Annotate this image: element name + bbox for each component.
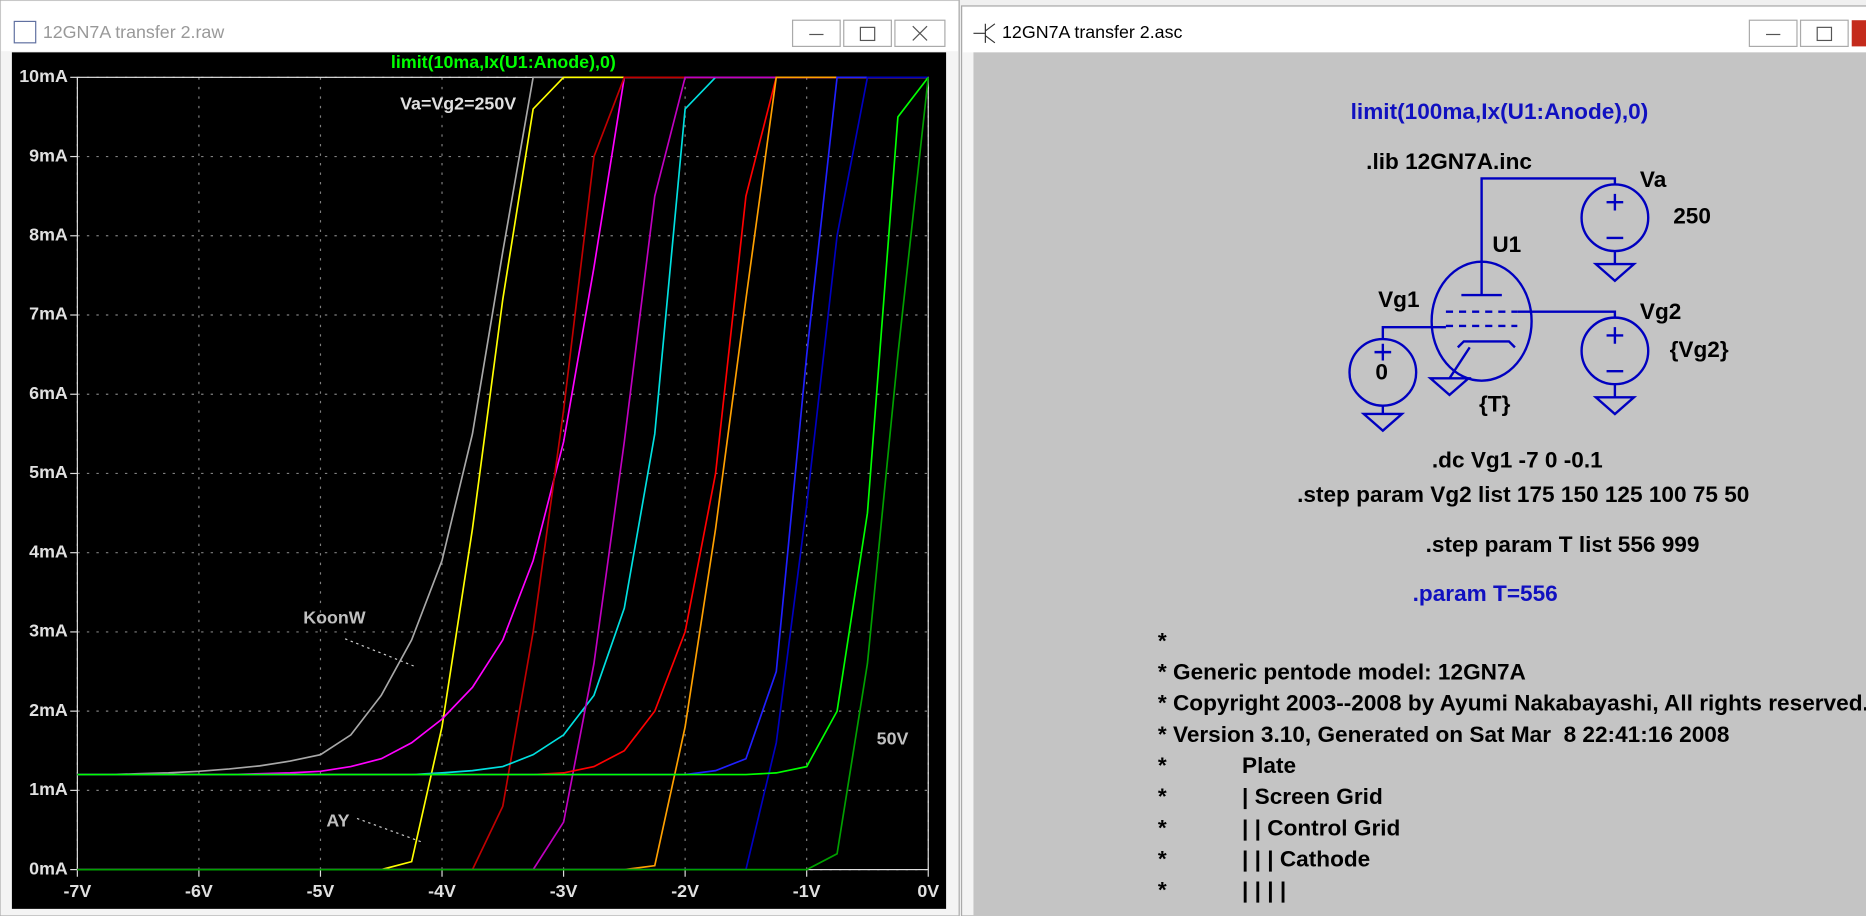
source-symbol: [1360, 343, 1406, 433]
param-directive: .param T=556: [1413, 581, 1558, 606]
window-title: 12GN7A transfer 2.raw: [43, 22, 224, 42]
comment-line: * | | | |: [1158, 878, 1286, 903]
y-tick-label: 0mA: [29, 858, 68, 878]
tube-envelope: [1430, 260, 1533, 382]
spice-directive: .step param Vg2 list 175 150 125 100 75 …: [1297, 482, 1749, 507]
wire: [1480, 177, 1617, 296]
window-title: 12GN7A transfer 2.asc: [1002, 22, 1182, 42]
icon: [912, 25, 928, 41]
x-tick-label: -7V: [63, 881, 91, 901]
comment-line: * Plate: [1158, 753, 1296, 778]
comment-line: * Generic pentode model: 12GN7A: [1158, 660, 1526, 685]
chart-title: limit(10ma,Ix(U1:Anode),0): [391, 52, 616, 72]
annotation-arrow: [344, 638, 415, 667]
y-tick-label: 9mA: [29, 145, 68, 165]
comment-line: * Copyright 2003--2008 by Ayumi Nakabaya…: [1158, 691, 1866, 716]
comment-line: * | Screen Grid: [1158, 784, 1383, 809]
comment-line: * | | Control Grid: [1158, 815, 1400, 840]
comment-line: * Version 3.10, Generated on Sat Mar 8 2…: [1158, 722, 1730, 747]
series-line: [77, 77, 930, 871]
y-tick-label: 1mA: [29, 779, 68, 799]
window-icon: [13, 20, 37, 44]
y-tick-label: 4mA: [29, 541, 68, 561]
minimize-button[interactable]: [1748, 19, 1798, 47]
y-tick-label: 3mA: [29, 621, 68, 641]
y-tick-label: 7mA: [29, 304, 68, 324]
tube-cathode: [1456, 340, 1516, 349]
ground: [1427, 346, 1472, 397]
plot-expression: limit(100ma,Ix(U1:Anode),0): [1351, 99, 1649, 124]
close-button[interactable]: [1851, 20, 1866, 47]
x-tick-label: -4V: [428, 881, 456, 901]
minimize-button[interactable]: [791, 19, 841, 47]
component-label: Vg1: [1378, 287, 1419, 312]
title-bar[interactable]: [962, 7, 1866, 53]
component-label: Vg2: [1640, 299, 1681, 324]
x-tick-label: -3V: [550, 881, 578, 901]
source-symbol: [1592, 193, 1638, 283]
wire: [1381, 325, 1446, 340]
component-value: 0: [1375, 360, 1388, 385]
x-tick-label: -5V: [307, 881, 335, 901]
maximize-button[interactable]: [1799, 19, 1849, 47]
icon: [1816, 26, 1833, 42]
y-tick-label: 6mA: [29, 383, 68, 403]
spice-directive: .dc Vg1 -7 0 -0.1: [1432, 448, 1603, 473]
spice-directive: .step param T list 556 999: [1426, 532, 1700, 557]
icon: [859, 26, 876, 42]
y-tick-label: 10mA: [19, 66, 68, 86]
component-label: U1: [1492, 232, 1521, 257]
maximize-button[interactable]: [843, 19, 892, 47]
window-icon: [973, 23, 996, 44]
component-label: Va: [1640, 167, 1667, 192]
comment-block: * * Generic pentode model: 12GN7A * Copyri…: [1158, 628, 1866, 902]
plot: 0mA 1mA 2mA 3mA 4mA 5mA 6mA 7mA 8mA 9mA 10mA -7V -6V…: [19, 66, 939, 901]
wire: [1517, 310, 1617, 318]
tube-grid: [1445, 310, 1518, 328]
annotation: Va=Vg2=250V: [400, 93, 516, 113]
spice-directive: .lib 12GN7A.inc: [1366, 149, 1532, 174]
x-tick-label: -2V: [671, 881, 699, 901]
y-tick-label: 2mA: [29, 700, 68, 720]
y-tick-label: 5mA: [29, 462, 68, 482]
comment-line: * | | | Cathode: [1158, 847, 1370, 872]
component-value: {Vg2}: [1670, 337, 1729, 362]
annotation: KoonW: [303, 607, 366, 627]
comment-line: *: [1158, 628, 1167, 653]
component-value: 250: [1673, 204, 1711, 229]
x-tick-label: 0V: [917, 881, 939, 901]
schematic: [1348, 177, 1650, 433]
series-line: [77, 76, 929, 776]
annotation: 50V: [877, 729, 909, 749]
component-value: {T}: [1479, 392, 1511, 417]
annotation: AY: [326, 811, 349, 831]
source-symbol: [1592, 327, 1638, 416]
x-tick-label: -6V: [185, 881, 213, 901]
y-tick-label: 8mA: [29, 225, 68, 245]
schematic-canvas: [973, 52, 1866, 916]
x-tick-label: -1V: [793, 881, 821, 901]
